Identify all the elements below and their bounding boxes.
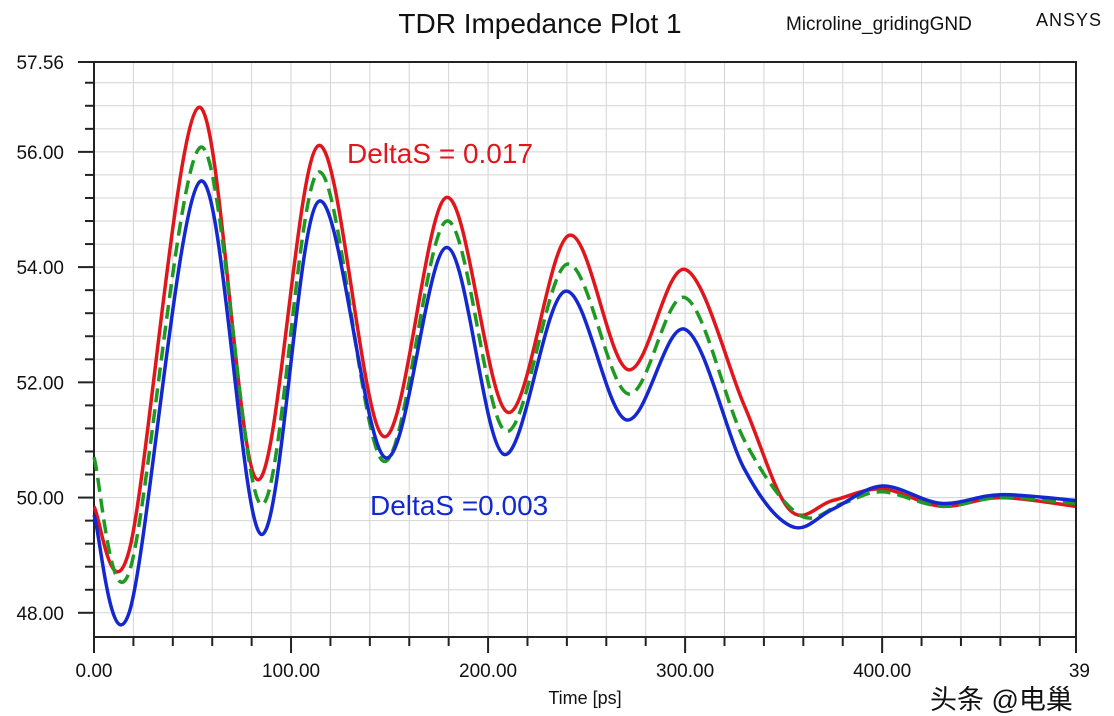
- annotation-red: DeltaS = 0.017: [347, 138, 533, 169]
- x-tick-label: 100.00: [262, 661, 320, 682]
- x-tick-label: 0.00: [76, 661, 113, 682]
- annotation-blue: DeltaS =0.003: [370, 490, 548, 521]
- y-tick-label: 56.00: [16, 143, 64, 164]
- design-name: Microline_gridingGND: [786, 14, 972, 35]
- series-line-green: [92, 145, 1076, 584]
- x-end-tick-label: 39: [1069, 661, 1090, 682]
- y-tick-label: 48.00: [16, 604, 64, 625]
- x-axis-label: Time [ps]: [548, 688, 621, 708]
- chart-title: TDR Impedance Plot 1: [398, 8, 682, 39]
- series-line-blue: [92, 179, 1076, 627]
- y-tick-label: 54.00: [16, 258, 64, 279]
- plot-frame: [93, 61, 1077, 638]
- y-tick-label: 57.56: [16, 53, 64, 74]
- y-tick-label: 52.00: [16, 373, 64, 394]
- brand-logo: ANSYS: [1036, 10, 1103, 30]
- y-tick-label: 50.00: [16, 489, 64, 510]
- x-tick-label: 200.00: [459, 661, 517, 682]
- series-line-red: [92, 105, 1076, 574]
- x-tick-label: 400.00: [853, 661, 911, 682]
- x-tick-label: 300.00: [656, 661, 714, 682]
- watermark: 头条 @电巢: [930, 685, 1073, 715]
